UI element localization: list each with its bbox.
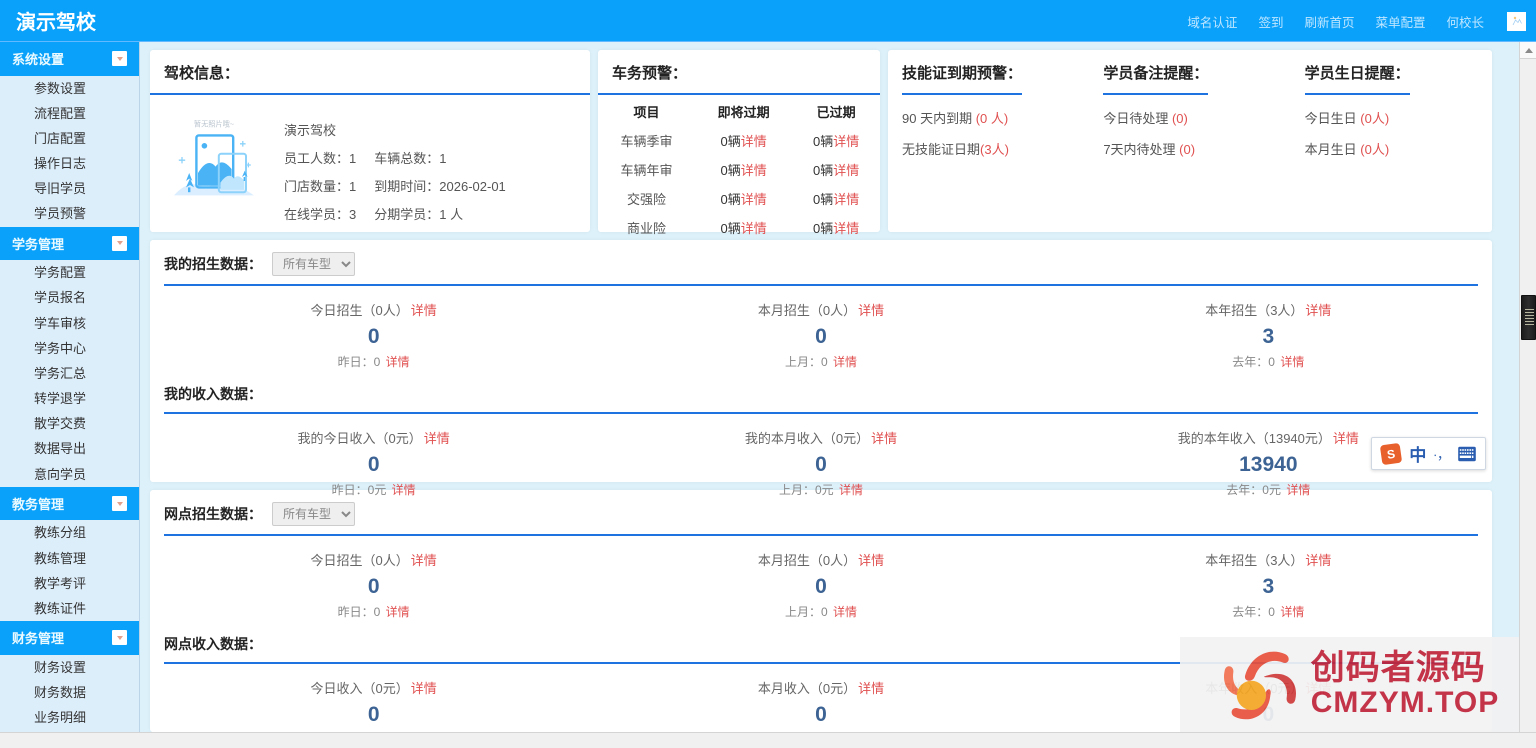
svg-text:暂无照片哦~: 暂无照片哦~ xyxy=(194,120,234,129)
